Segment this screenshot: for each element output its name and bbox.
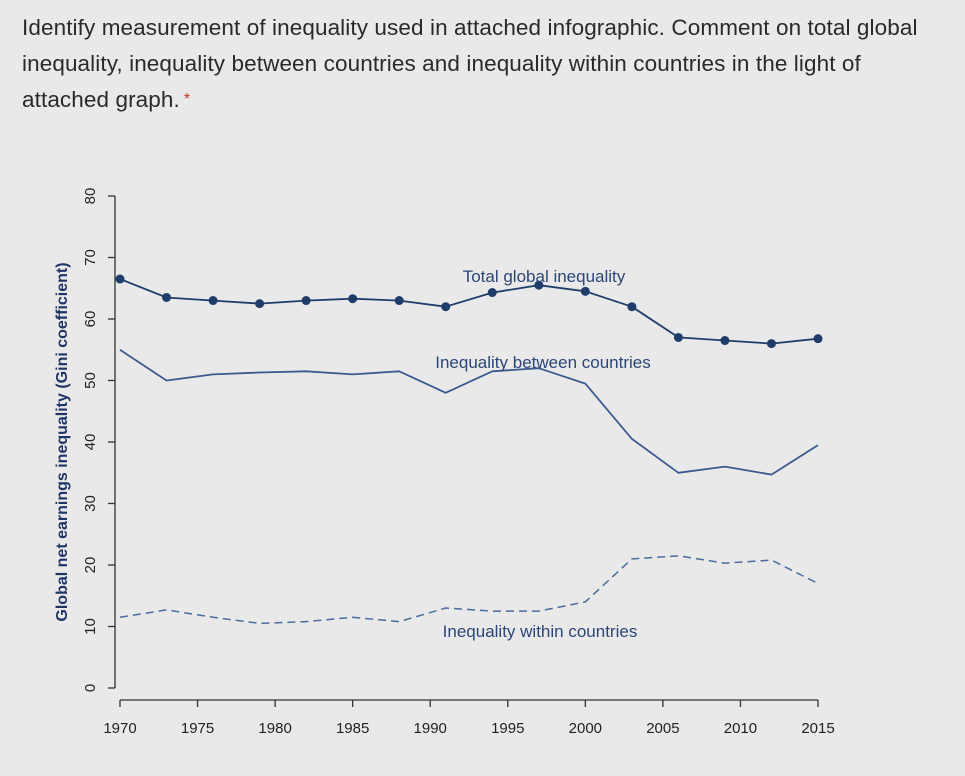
series-marker	[162, 292, 172, 302]
series-marker	[441, 302, 451, 312]
x-tick-label: 1990	[414, 720, 447, 737]
x-tick-label: 1980	[258, 720, 291, 737]
series-marker	[766, 339, 776, 349]
x-tick-label: 2015	[801, 720, 834, 737]
x-tick-label: 2005	[646, 720, 679, 737]
y-tick-label: 70	[82, 249, 99, 266]
series-marker	[487, 288, 497, 298]
x-tick-label: 1970	[103, 720, 136, 737]
series-marker	[301, 296, 311, 306]
question-label: Identify measurement of inequality used …	[22, 15, 918, 112]
series-line	[119, 278, 819, 345]
series-marker	[580, 286, 590, 296]
series-marker	[673, 332, 683, 342]
series-marker	[720, 336, 730, 346]
x-tick-label: 2000	[569, 720, 602, 737]
series-label: Inequality between countries	[435, 353, 650, 372]
series-marker	[208, 296, 218, 306]
y-tick-label: 20	[82, 557, 99, 574]
series-marker	[115, 274, 125, 284]
series-marker	[627, 302, 637, 312]
series-marker	[255, 299, 265, 309]
series-marker	[394, 296, 404, 306]
series-label: Inequality within countries	[443, 622, 638, 641]
y-axis-title: Global net earnings inequality (Gini coe…	[54, 262, 71, 621]
y-tick-label: 10	[82, 618, 99, 635]
x-tick-label: 1995	[491, 720, 524, 737]
y-tick-label: 30	[82, 495, 99, 512]
y-tick-label: 60	[82, 311, 99, 328]
y-tick-label: 50	[82, 372, 99, 389]
y-tick-label: 40	[82, 434, 99, 451]
required-marker: *	[183, 91, 191, 108]
series-line	[119, 349, 819, 476]
question-text: Identify measurement of inequality used …	[22, 10, 947, 118]
series-marker	[813, 334, 823, 344]
x-tick-label: 1985	[336, 720, 369, 737]
series-label: Total global inequality	[463, 267, 626, 286]
series-marker	[348, 294, 358, 304]
series-marker	[534, 280, 544, 290]
y-tick-label: 0	[82, 684, 99, 692]
y-tick-label: 80	[82, 188, 99, 205]
x-tick-label: 2010	[724, 720, 757, 737]
x-tick-label: 1975	[181, 720, 214, 737]
series-line	[119, 555, 819, 625]
